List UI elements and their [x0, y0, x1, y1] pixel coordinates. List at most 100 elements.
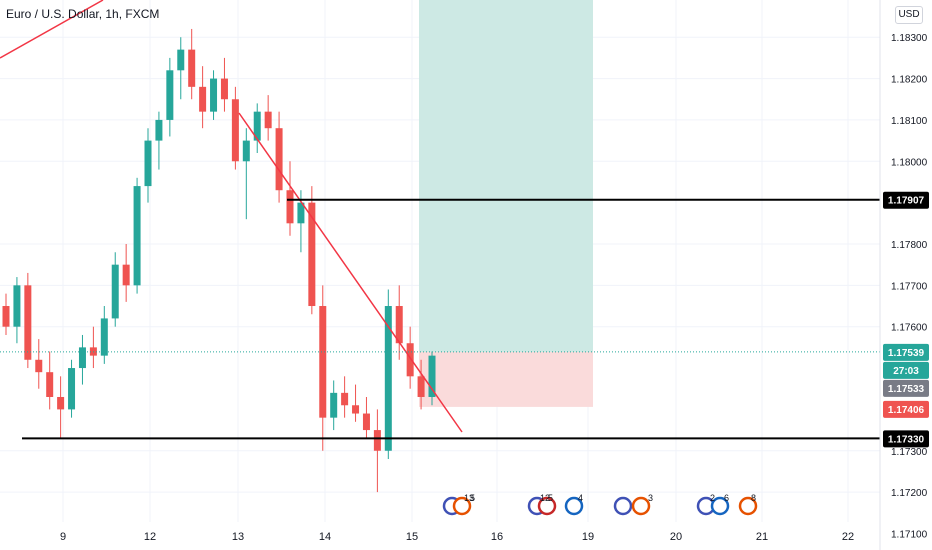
candle-body: [68, 368, 76, 410]
event-count: 6: [724, 493, 729, 503]
price-axis-ticks: 1.18300 1.18200 1.18100 1.18000 1.17800 1.177…: [879, 0, 928, 550]
candle-body: [155, 119, 163, 141]
candle-body: [297, 202, 305, 224]
candle-body: [275, 128, 283, 191]
event-count: 4: [578, 493, 583, 503]
x-tick-label: 14: [319, 531, 331, 543]
time-axis[interactable]: [0, 522, 880, 550]
candle-body: [13, 285, 21, 327]
candle-body: [384, 306, 392, 451]
event-count: 8: [751, 493, 756, 503]
x-tick-label: 21: [756, 531, 768, 543]
candle-body: [46, 372, 54, 397]
economic-events[interactable]: 13 12 4 3 2 8 5 5 6: [442, 493, 758, 516]
price-tags: 1.17907 1.17330 1.17539 27:03 1.17533 1.17406: [883, 191, 929, 448]
candle-body: [362, 413, 370, 431]
x-tick-label: 9: [60, 531, 66, 543]
x-tick-label: 15: [406, 531, 418, 543]
candle-body: [242, 140, 250, 162]
candle-body: [177, 49, 185, 71]
current-price-tag: 1.17539: [888, 348, 925, 359]
stop-price-tag: 1.17406: [888, 405, 925, 416]
y-tick-label: 1.18200: [891, 75, 928, 86]
y-tick-label: 1.17700: [891, 281, 928, 292]
event-badge[interactable]: [613, 496, 633, 516]
price-axis[interactable]: [880, 0, 932, 550]
trend-line-upper-left[interactable]: [0, 0, 104, 59]
candle-body: [330, 392, 338, 418]
x-tick-label: 22: [842, 531, 854, 543]
candle-body: [395, 306, 403, 344]
candle-body: [166, 70, 174, 120]
candle-body: [78, 347, 86, 369]
stop-price-tag-bg: [883, 400, 929, 418]
countdown-tag: 27:03: [893, 366, 919, 377]
currency-button[interactable]: USD: [895, 6, 923, 24]
candle-body: [264, 111, 272, 129]
countdown-tag-bg: [883, 361, 929, 379]
candle-body: [100, 318, 108, 356]
candle-body: [417, 376, 425, 397]
chart-title: Euro / U.S. Dollar, 1h, FXCM: [6, 7, 160, 21]
candle-body: [428, 355, 436, 397]
resistance-price-tag: 1.17907: [888, 196, 925, 207]
candle-body: [373, 430, 381, 451]
event-badge[interactable]: [564, 496, 584, 516]
y-tick-label: 1.18300: [891, 33, 928, 44]
y-tick-label: 1.17100: [891, 529, 928, 540]
candle-body: [111, 264, 119, 319]
candle-body: [220, 78, 228, 100]
mid-price-tag: 1.17533: [888, 384, 925, 395]
y-tick-label: 1.17300: [891, 447, 928, 458]
resistance-price-tag-bg: [883, 191, 929, 209]
support-price-tag: 1.17330: [888, 434, 925, 445]
candle-body: [144, 140, 152, 187]
candle-body: [133, 186, 141, 286]
y-tick-label: 1.17200: [891, 488, 928, 499]
candle-body: [210, 78, 218, 112]
candle-body: [24, 285, 32, 360]
y-tick-label: 1.17600: [891, 323, 928, 334]
candle-body: [35, 359, 43, 373]
current-price-tag-bg: [883, 343, 929, 361]
event-count: 3: [648, 493, 653, 503]
y-tick-label: 1.18100: [891, 116, 928, 127]
candle-body: [319, 306, 327, 418]
candle-body: [231, 99, 239, 162]
mid-price-tag-bg: [883, 379, 929, 397]
candle-body: [122, 264, 130, 286]
event-badge[interactable]: [631, 496, 651, 516]
event-count: 13: [464, 493, 474, 503]
stop-zone[interactable]: [419, 351, 593, 407]
candle-body: [57, 396, 65, 410]
candle-body: [2, 306, 10, 327]
event-badge[interactable]: [452, 496, 472, 516]
x-tick-label: 16: [491, 531, 503, 543]
candle-body: [406, 343, 414, 377]
event-badge[interactable]: [738, 496, 758, 516]
candles: [2, 28, 436, 493]
time-axis-ticks: 9 12 13 14 15 16 19 20 21 22: [60, 531, 854, 543]
x-tick-label: 13: [232, 531, 244, 543]
candle-body: [341, 392, 349, 406]
support-price-tag-bg: [883, 430, 929, 448]
x-tick-label: 20: [670, 531, 682, 543]
y-tick-label: 1.17800: [891, 240, 928, 251]
candle-body: [308, 202, 316, 307]
candle-body: [199, 86, 207, 112]
target-zone[interactable]: [419, 0, 593, 352]
event-badge[interactable]: [710, 496, 730, 516]
event-count: 5: [548, 493, 553, 503]
event-count: 2: [710, 493, 715, 503]
candle-body: [352, 405, 360, 414]
trend-line-descending[interactable]: [238, 112, 463, 433]
event-badge[interactable]: [537, 496, 557, 516]
event-count: 5: [470, 493, 475, 503]
candle-body: [253, 111, 261, 141]
x-tick-label: 19: [582, 531, 594, 543]
candle-body: [286, 190, 294, 224]
event-count: 12: [540, 493, 550, 503]
x-tick-label: 12: [144, 531, 156, 543]
candle-body: [188, 49, 196, 87]
